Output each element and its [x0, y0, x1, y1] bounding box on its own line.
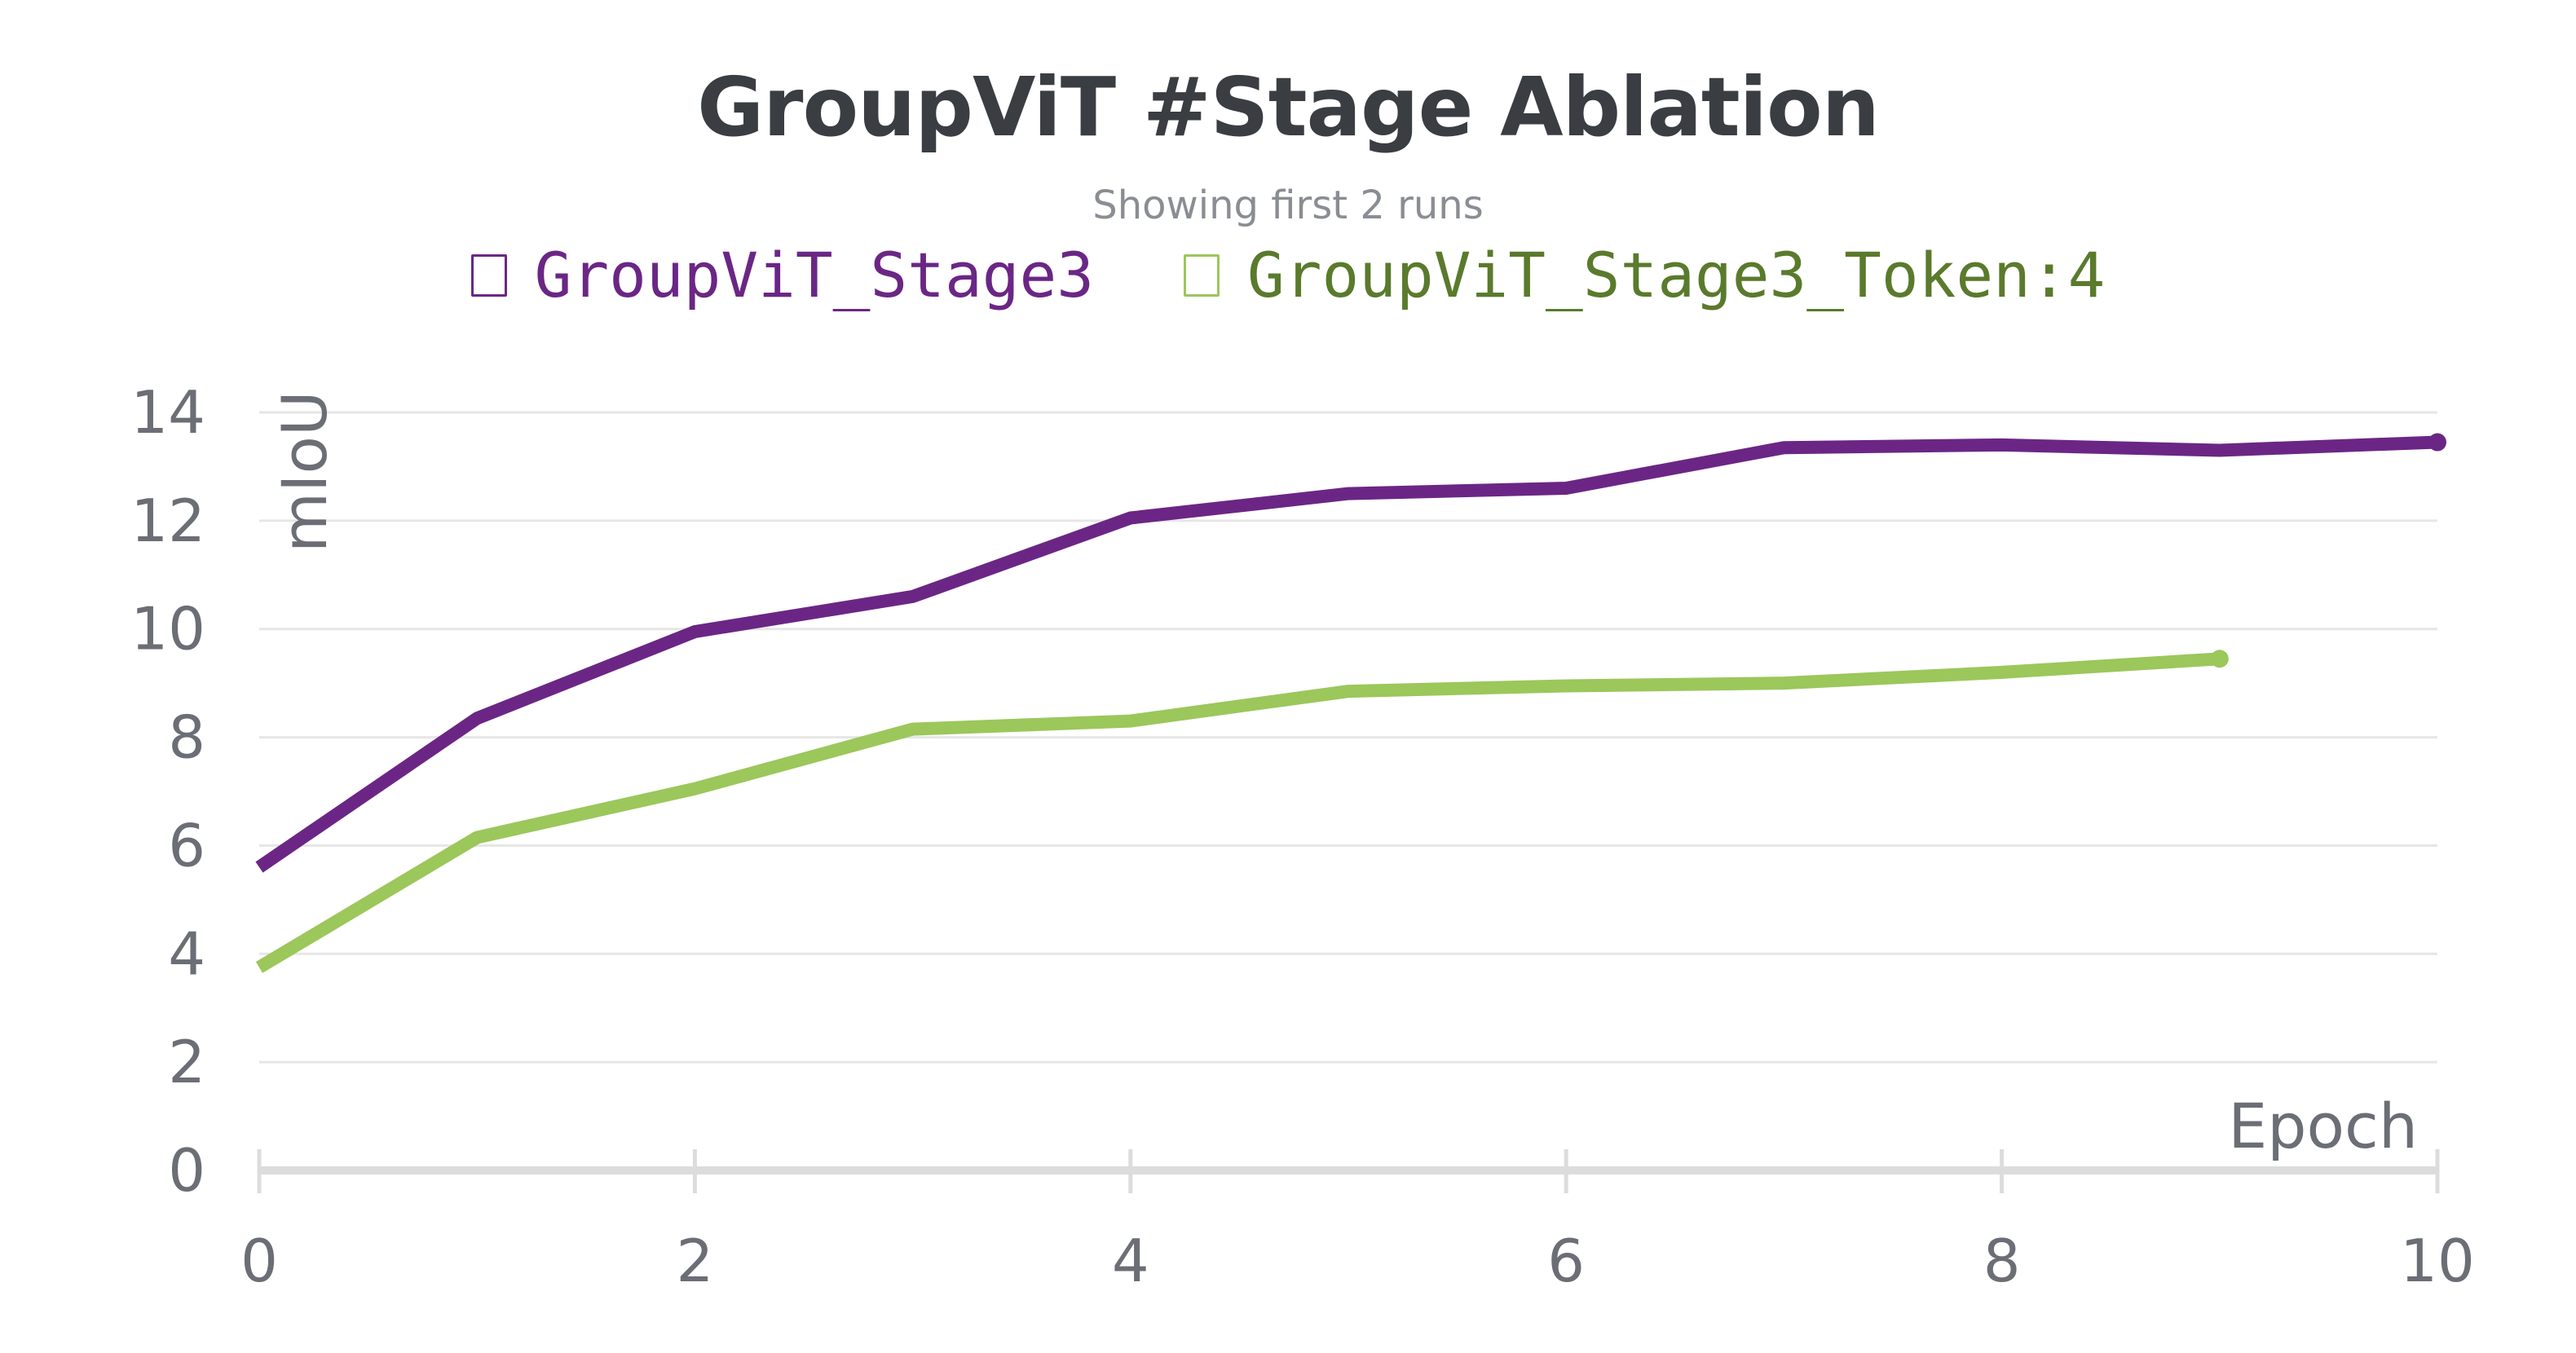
y-tick-label-14: 14 — [130, 378, 205, 447]
legend-swatch-stage3-token4 — [1183, 254, 1220, 297]
y-tick-label-8: 8 — [168, 703, 205, 772]
y-tick-label-0: 0 — [168, 1136, 205, 1205]
x-tick-label-6: 6 — [1547, 1227, 1585, 1295]
x-tick-label-2: 2 — [676, 1227, 713, 1295]
chart-title: GroupViT #Stage Ablation — [697, 59, 1880, 155]
y-tick-label-4: 4 — [168, 919, 205, 988]
legend-label-stage3-token4: GroupViT_Stage3_Token:4 — [1246, 239, 2106, 311]
chart-subtitle: Showing first 2 runs — [1092, 183, 1484, 228]
series-line-0[interactable] — [255, 435, 2438, 873]
y-axis-label: mIoU — [268, 390, 341, 553]
x-axis-label: Epoch — [2228, 1090, 2418, 1162]
grid-lines — [259, 411, 2437, 1064]
x-tick-label-10: 10 — [2400, 1227, 2475, 1295]
series-line-1[interactable] — [255, 652, 2221, 973]
x-tick-label-0: 0 — [240, 1227, 278, 1295]
series-end-point-0[interactable] — [2428, 433, 2446, 452]
legend-item-stage3-token4[interactable]: GroupViT_Stage3_Token:4 — [1183, 239, 2106, 311]
y-tick-label-12: 12 — [130, 487, 205, 555]
y-axis-ticks: 0 2 4 6 8 10 12 14 — [130, 378, 205, 1205]
series-lines — [255, 433, 2446, 973]
chart-legend: GroupViT_Stage3 GroupViT_Stage3_Token:4 — [0, 245, 2576, 306]
y-tick-label-2: 2 — [168, 1028, 205, 1096]
x-tick-label-4: 4 — [1112, 1227, 1149, 1295]
x-tick-label-8: 8 — [1983, 1227, 2021, 1295]
y-tick-label-6: 6 — [168, 811, 205, 879]
y-tick-label-10: 10 — [130, 595, 205, 663]
series-end-point-1[interactable] — [2210, 650, 2229, 668]
legend-item-stage3[interactable]: GroupViT_Stage3 — [470, 239, 1094, 311]
x-axis-ticks: 0 2 4 6 8 10 — [240, 1149, 2475, 1295]
legend-label-stage3: GroupViT_Stage3 — [534, 239, 1094, 311]
legend-swatch-stage3 — [470, 254, 507, 297]
